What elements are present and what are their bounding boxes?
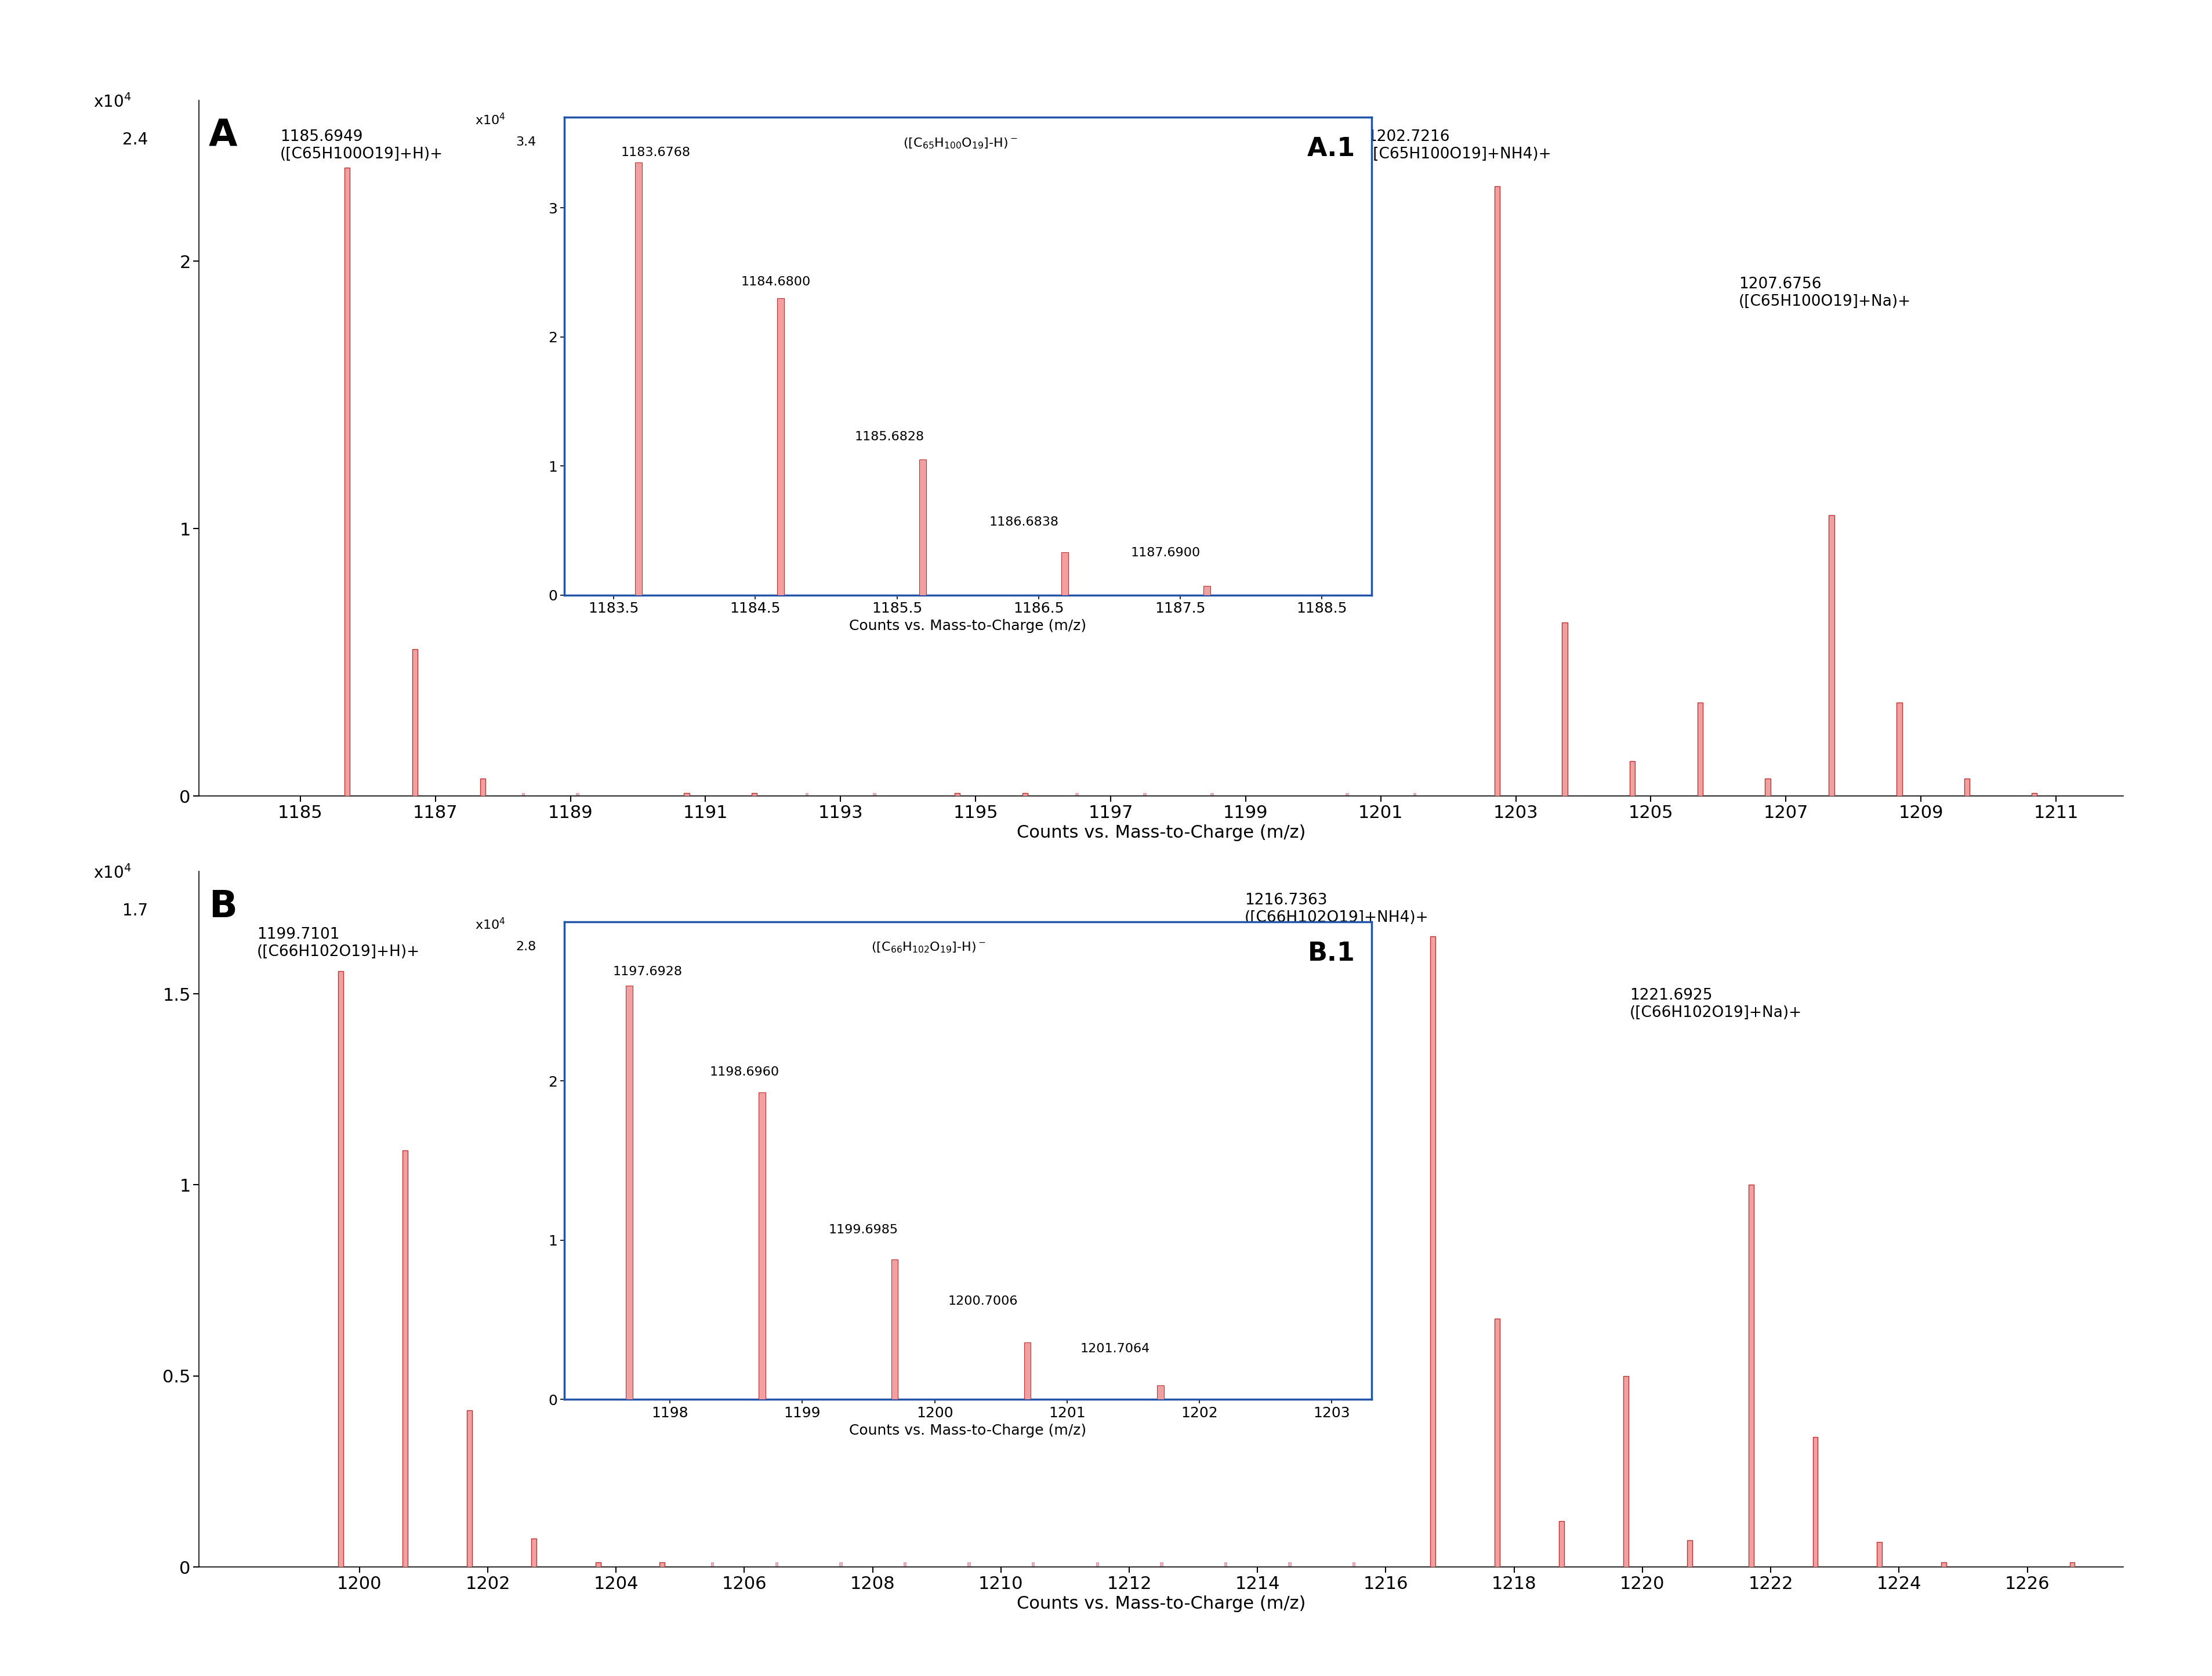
Text: ([C$_{66}$H$_{102}$O$_{19}$]-H)$^-$: ([C$_{66}$H$_{102}$O$_{19}$]-H)$^-$	[872, 940, 987, 955]
Bar	[1413, 793, 1416, 796]
Text: 1185.6949
([C65H100O19]+H)+: 1185.6949 ([C65H100O19]+H)+	[281, 129, 442, 163]
Bar	[1287, 1562, 1292, 1567]
Bar	[1812, 1436, 1818, 1567]
Text: 1184.6800: 1184.6800	[741, 277, 812, 288]
Bar	[684, 793, 690, 796]
Text: 3.4: 3.4	[515, 136, 535, 147]
Bar	[467, 1411, 471, 1567]
Bar	[522, 793, 524, 796]
Bar	[1562, 622, 1568, 796]
Bar	[1747, 1185, 1754, 1567]
X-axis label: Counts vs. Mass-to-Charge (m/z): Counts vs. Mass-to-Charge (m/z)	[1018, 1596, 1305, 1612]
X-axis label: Counts vs. Mass-to-Charge (m/z): Counts vs. Mass-to-Charge (m/z)	[849, 618, 1086, 634]
Text: 2.4: 2.4	[122, 132, 148, 147]
Bar	[1431, 937, 1436, 1567]
Text: 1202.7216
([C65H100O19]+NH4)+: 1202.7216 ([C65H100O19]+NH4)+	[1367, 129, 1551, 163]
Bar	[403, 1150, 407, 1567]
Text: A.1: A.1	[1307, 136, 1356, 161]
X-axis label: Counts vs. Mass-to-Charge (m/z): Counts vs. Mass-to-Charge (m/z)	[1018, 825, 1305, 841]
Bar	[1896, 702, 1902, 796]
Bar	[1630, 761, 1635, 796]
Bar	[838, 1562, 843, 1567]
Bar	[920, 459, 927, 595]
Bar	[1829, 515, 1834, 796]
Text: 1187.6900: 1187.6900	[1130, 548, 1201, 558]
Text: B.1: B.1	[1307, 940, 1356, 965]
Bar	[1159, 1562, 1164, 1567]
Bar	[1559, 1522, 1564, 1567]
Bar	[1352, 1562, 1356, 1567]
Bar	[776, 298, 785, 595]
Bar	[338, 970, 343, 1567]
Bar	[902, 1562, 907, 1567]
Text: x10$^4$: x10$^4$	[476, 917, 507, 932]
Bar	[752, 793, 757, 796]
Bar	[1203, 587, 1210, 595]
Bar	[1688, 1540, 1692, 1567]
Bar	[411, 649, 418, 796]
Bar	[1144, 793, 1146, 796]
Bar	[1345, 793, 1349, 796]
Text: 1198.6960: 1198.6960	[710, 1066, 779, 1078]
Bar	[1624, 1376, 1628, 1567]
Text: 1.7: 1.7	[122, 903, 148, 918]
Bar	[891, 1259, 898, 1399]
Bar	[1495, 1319, 1500, 1567]
Bar	[345, 168, 349, 796]
Text: x10$^4$: x10$^4$	[93, 94, 131, 111]
Bar	[531, 1539, 538, 1567]
Bar	[1062, 553, 1068, 595]
Text: x10$^4$: x10$^4$	[93, 865, 131, 882]
X-axis label: Counts vs. Mass-to-Charge (m/z): Counts vs. Mass-to-Charge (m/z)	[849, 1423, 1086, 1438]
Text: 2.8: 2.8	[515, 940, 535, 952]
Bar	[710, 1562, 714, 1567]
Bar	[1024, 1342, 1031, 1399]
Text: 1197.6928: 1197.6928	[613, 965, 684, 977]
Bar	[874, 793, 876, 796]
Text: 1185.6828: 1185.6828	[854, 431, 925, 442]
Text: 1201.7064: 1201.7064	[1079, 1342, 1150, 1354]
Bar	[1210, 793, 1214, 796]
Text: 1216.7363
([C66H102O19]+NH4)+: 1216.7363 ([C66H102O19]+NH4)+	[1245, 893, 1429, 925]
Text: 1183.6768: 1183.6768	[622, 147, 690, 159]
Bar	[1964, 779, 1969, 796]
Bar	[1031, 1562, 1035, 1567]
Bar	[774, 1562, 779, 1567]
Bar	[1223, 1562, 1228, 1567]
Text: 1199.7101
([C66H102O19]+H)+: 1199.7101 ([C66H102O19]+H)+	[257, 927, 420, 959]
Bar	[575, 793, 580, 796]
Bar	[1022, 793, 1029, 796]
Bar	[2031, 793, 2037, 796]
Bar	[595, 1562, 602, 1567]
Bar	[1697, 702, 1703, 796]
Text: 1221.6925
([C66H102O19]+Na)+: 1221.6925 ([C66H102O19]+Na)+	[1630, 989, 1803, 1021]
Bar	[1075, 793, 1077, 796]
Text: 1200.7006: 1200.7006	[949, 1296, 1018, 1307]
Bar	[2070, 1562, 2075, 1567]
Bar	[1765, 779, 1770, 796]
Bar	[956, 793, 960, 796]
Bar	[659, 1562, 666, 1567]
Bar	[1495, 186, 1500, 796]
Bar	[1942, 1562, 1947, 1567]
Bar	[1095, 1562, 1099, 1567]
Text: ([C$_{65}$H$_{100}$O$_{19}$]-H)$^-$: ([C$_{65}$H$_{100}$O$_{19}$]-H)$^-$	[902, 136, 1018, 151]
Text: x10$^4$: x10$^4$	[476, 112, 507, 127]
Text: 1199.6985: 1199.6985	[830, 1223, 898, 1235]
Bar	[805, 793, 807, 796]
Bar	[759, 1093, 765, 1399]
Text: A: A	[208, 117, 237, 154]
Text: 1207.6756
([C65H100O19]+Na)+: 1207.6756 ([C65H100O19]+Na)+	[1739, 277, 1911, 308]
Bar	[635, 163, 641, 595]
Bar	[967, 1562, 971, 1567]
Bar	[626, 985, 633, 1399]
Bar	[1157, 1384, 1164, 1399]
Bar	[1878, 1542, 1882, 1567]
Bar	[480, 779, 484, 796]
Text: 1186.6838: 1186.6838	[989, 516, 1060, 528]
Text: B: B	[208, 888, 237, 925]
